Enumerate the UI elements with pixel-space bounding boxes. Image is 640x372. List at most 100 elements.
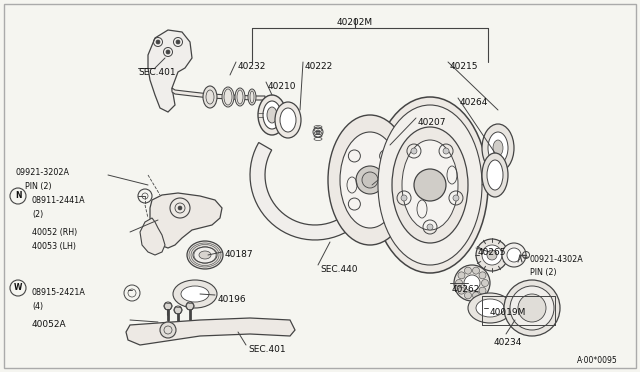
Ellipse shape [414, 169, 446, 201]
Ellipse shape [465, 292, 472, 299]
Ellipse shape [166, 50, 170, 54]
Text: 08911-2441A: 08911-2441A [32, 196, 86, 205]
Ellipse shape [472, 292, 479, 299]
Text: 40215: 40215 [450, 62, 479, 71]
Ellipse shape [479, 287, 486, 294]
Text: 40187: 40187 [225, 250, 253, 259]
Ellipse shape [456, 279, 463, 286]
Text: SEC.401: SEC.401 [248, 345, 285, 354]
Ellipse shape [156, 40, 160, 44]
Text: 40207: 40207 [418, 118, 447, 127]
Ellipse shape [487, 250, 497, 260]
Text: PIN (2): PIN (2) [530, 268, 557, 277]
Ellipse shape [458, 272, 465, 279]
Ellipse shape [472, 267, 479, 274]
Text: 40264: 40264 [460, 98, 488, 107]
Ellipse shape [468, 293, 512, 323]
Text: 40019M: 40019M [490, 308, 526, 317]
Text: (2): (2) [32, 210, 44, 219]
Ellipse shape [181, 286, 209, 302]
Text: 40210: 40210 [268, 82, 296, 91]
Ellipse shape [176, 40, 180, 44]
Ellipse shape [160, 322, 176, 338]
Ellipse shape [258, 95, 286, 135]
Ellipse shape [487, 160, 503, 190]
Ellipse shape [465, 267, 472, 274]
Ellipse shape [174, 306, 182, 314]
Ellipse shape [453, 195, 459, 201]
Text: 40052A: 40052A [32, 320, 67, 329]
Text: 40262: 40262 [452, 285, 481, 294]
Ellipse shape [482, 245, 502, 265]
Ellipse shape [275, 102, 301, 138]
Text: 40222: 40222 [305, 62, 333, 71]
Ellipse shape [454, 265, 490, 301]
Ellipse shape [263, 101, 281, 129]
Ellipse shape [507, 248, 521, 262]
Text: 40196: 40196 [218, 295, 246, 304]
Polygon shape [126, 318, 295, 345]
Ellipse shape [476, 239, 508, 271]
Text: 40232: 40232 [238, 62, 266, 71]
Ellipse shape [479, 272, 486, 279]
Ellipse shape [488, 132, 508, 164]
Text: 40052 (RH): 40052 (RH) [32, 228, 77, 237]
Text: N: N [15, 192, 21, 201]
Ellipse shape [203, 86, 217, 108]
Ellipse shape [392, 127, 468, 243]
Ellipse shape [173, 280, 217, 308]
Ellipse shape [510, 286, 554, 330]
Ellipse shape [193, 247, 217, 263]
Ellipse shape [248, 89, 256, 105]
Ellipse shape [267, 107, 277, 123]
Text: 09921-3202A: 09921-3202A [15, 168, 69, 177]
Ellipse shape [427, 224, 433, 230]
Ellipse shape [178, 206, 182, 210]
Ellipse shape [328, 115, 412, 245]
Ellipse shape [502, 243, 526, 267]
Ellipse shape [378, 105, 482, 265]
Polygon shape [250, 142, 380, 240]
Ellipse shape [402, 140, 458, 230]
Text: 40202M: 40202M [337, 18, 373, 27]
Ellipse shape [464, 275, 480, 291]
Ellipse shape [372, 97, 488, 273]
Ellipse shape [482, 153, 508, 197]
Ellipse shape [222, 87, 234, 107]
Ellipse shape [362, 172, 378, 188]
Ellipse shape [316, 130, 320, 134]
Text: 40265: 40265 [478, 248, 506, 257]
Text: SEC.401: SEC.401 [138, 68, 175, 77]
Polygon shape [172, 88, 265, 100]
Ellipse shape [504, 280, 560, 336]
Ellipse shape [493, 140, 503, 156]
Text: 40234: 40234 [494, 338, 522, 347]
Ellipse shape [164, 302, 172, 310]
Polygon shape [140, 218, 165, 255]
Text: 08915-2421A: 08915-2421A [32, 288, 86, 297]
Ellipse shape [476, 299, 504, 317]
Ellipse shape [356, 166, 384, 194]
Text: (4): (4) [32, 302, 43, 311]
Ellipse shape [518, 294, 546, 322]
Ellipse shape [187, 241, 223, 269]
Ellipse shape [235, 88, 245, 106]
Polygon shape [148, 30, 192, 112]
Text: A·00*0095: A·00*0095 [577, 356, 618, 365]
Ellipse shape [340, 132, 400, 228]
Polygon shape [150, 193, 222, 248]
Ellipse shape [186, 302, 194, 310]
Ellipse shape [443, 148, 449, 154]
Text: 40053 (LH): 40053 (LH) [32, 242, 76, 251]
Text: SEC.440: SEC.440 [320, 265, 358, 274]
Ellipse shape [482, 124, 514, 172]
Ellipse shape [411, 148, 417, 154]
Text: 00921-4302A: 00921-4302A [530, 255, 584, 264]
Text: W: W [14, 283, 22, 292]
Ellipse shape [481, 279, 488, 286]
Text: PIN (2): PIN (2) [25, 182, 52, 191]
Ellipse shape [199, 251, 211, 259]
Ellipse shape [280, 108, 296, 132]
Ellipse shape [458, 287, 465, 294]
Ellipse shape [401, 195, 407, 201]
